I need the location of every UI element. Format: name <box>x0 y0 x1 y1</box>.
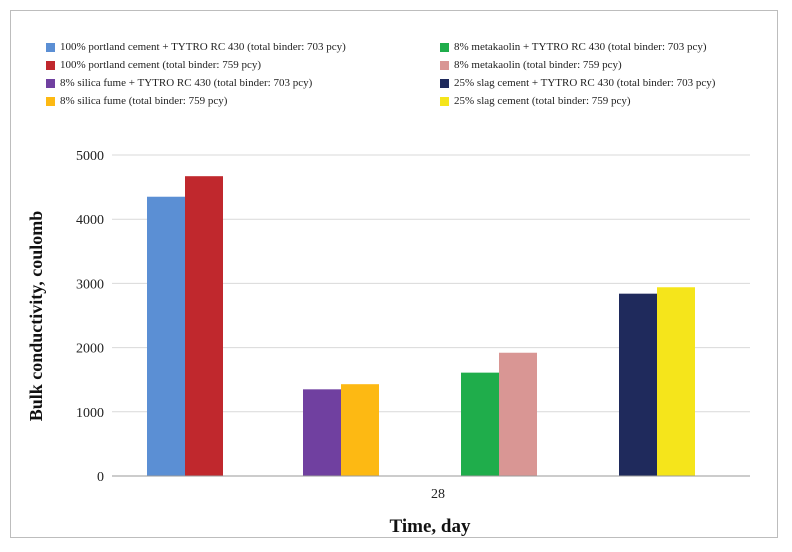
legend-label: 100% portland cement + TYTRO RC 430 (tot… <box>60 41 346 53</box>
y-tick-label: 3000 <box>76 277 104 292</box>
legend-item-mk-tytro: 8% metakaolin + TYTRO RC 430 (total bind… <box>440 41 707 53</box>
legend-item-pc: 100% portland cement (total binder: 759 … <box>46 59 261 71</box>
legend-swatch <box>440 42 449 52</box>
legend-item-sf: 8% silica fume (total binder: 759 pcy) <box>46 95 227 107</box>
legend-label: 8% silica fume + TYTRO RC 430 (total bin… <box>60 77 313 89</box>
legend-label: 8% metakaolin (total binder: 759 pcy) <box>454 59 622 71</box>
legend-item-pc-tytro: 100% portland cement + TYTRO RC 430 (tot… <box>46 41 346 53</box>
y-tick-label: 2000 <box>76 342 104 357</box>
bar <box>303 389 341 476</box>
legend-item-slag-tytro: 25% slag cement + TYTRO RC 430 (total bi… <box>440 77 715 89</box>
legend-swatch <box>46 42 55 52</box>
legend-swatch <box>46 60 55 70</box>
bar <box>461 372 499 476</box>
bars <box>147 176 695 477</box>
bar <box>499 352 537 476</box>
y-tick-label: 4000 <box>76 213 104 228</box>
bar <box>185 176 223 476</box>
bar <box>619 293 657 476</box>
bar <box>341 384 379 476</box>
legend-label: 25% slag cement + TYTRO RC 430 (total bi… <box>454 77 716 89</box>
legend-label: 25% slag cement (total binder: 759 pcy) <box>454 95 631 107</box>
x-tick-labels: 28 <box>431 487 445 502</box>
y-tick-label: 5000 <box>76 149 104 164</box>
legend-swatch <box>46 78 55 88</box>
legend-swatch <box>46 96 55 106</box>
bar <box>657 287 695 476</box>
bar <box>147 196 185 477</box>
y-tick-labels: 0 1000 2000 3000 4000 5000 <box>76 149 104 485</box>
legend-swatch <box>440 96 449 106</box>
chart-legend: 100% portland cement + TYTRO RC 430 (tot… <box>30 30 770 120</box>
legend-label: 100% portland cement (total binder: 759 … <box>60 59 261 71</box>
y-axis-title: Bulk conductivity, coulomb <box>26 211 46 422</box>
y-tick-label: 1000 <box>76 406 104 421</box>
x-tick-label: 28 <box>431 487 445 502</box>
legend-label: 8% metakaolin + TYTRO RC 430 (total bind… <box>454 41 707 53</box>
legend-swatch <box>440 78 449 88</box>
legend-item-mk: 8% metakaolin (total binder: 759 pcy) <box>440 59 622 71</box>
legend-item-slag: 25% slag cement (total binder: 759 pcy) <box>440 95 631 107</box>
legend-item-sf-tytro: 8% silica fume + TYTRO RC 430 (total bin… <box>46 77 312 89</box>
legend-label: 8% silica fume (total binder: 759 pcy) <box>60 95 228 107</box>
legend-swatch <box>440 60 449 70</box>
x-axis-title: Time, day <box>390 516 471 537</box>
y-tick-label: 0 <box>97 470 104 485</box>
